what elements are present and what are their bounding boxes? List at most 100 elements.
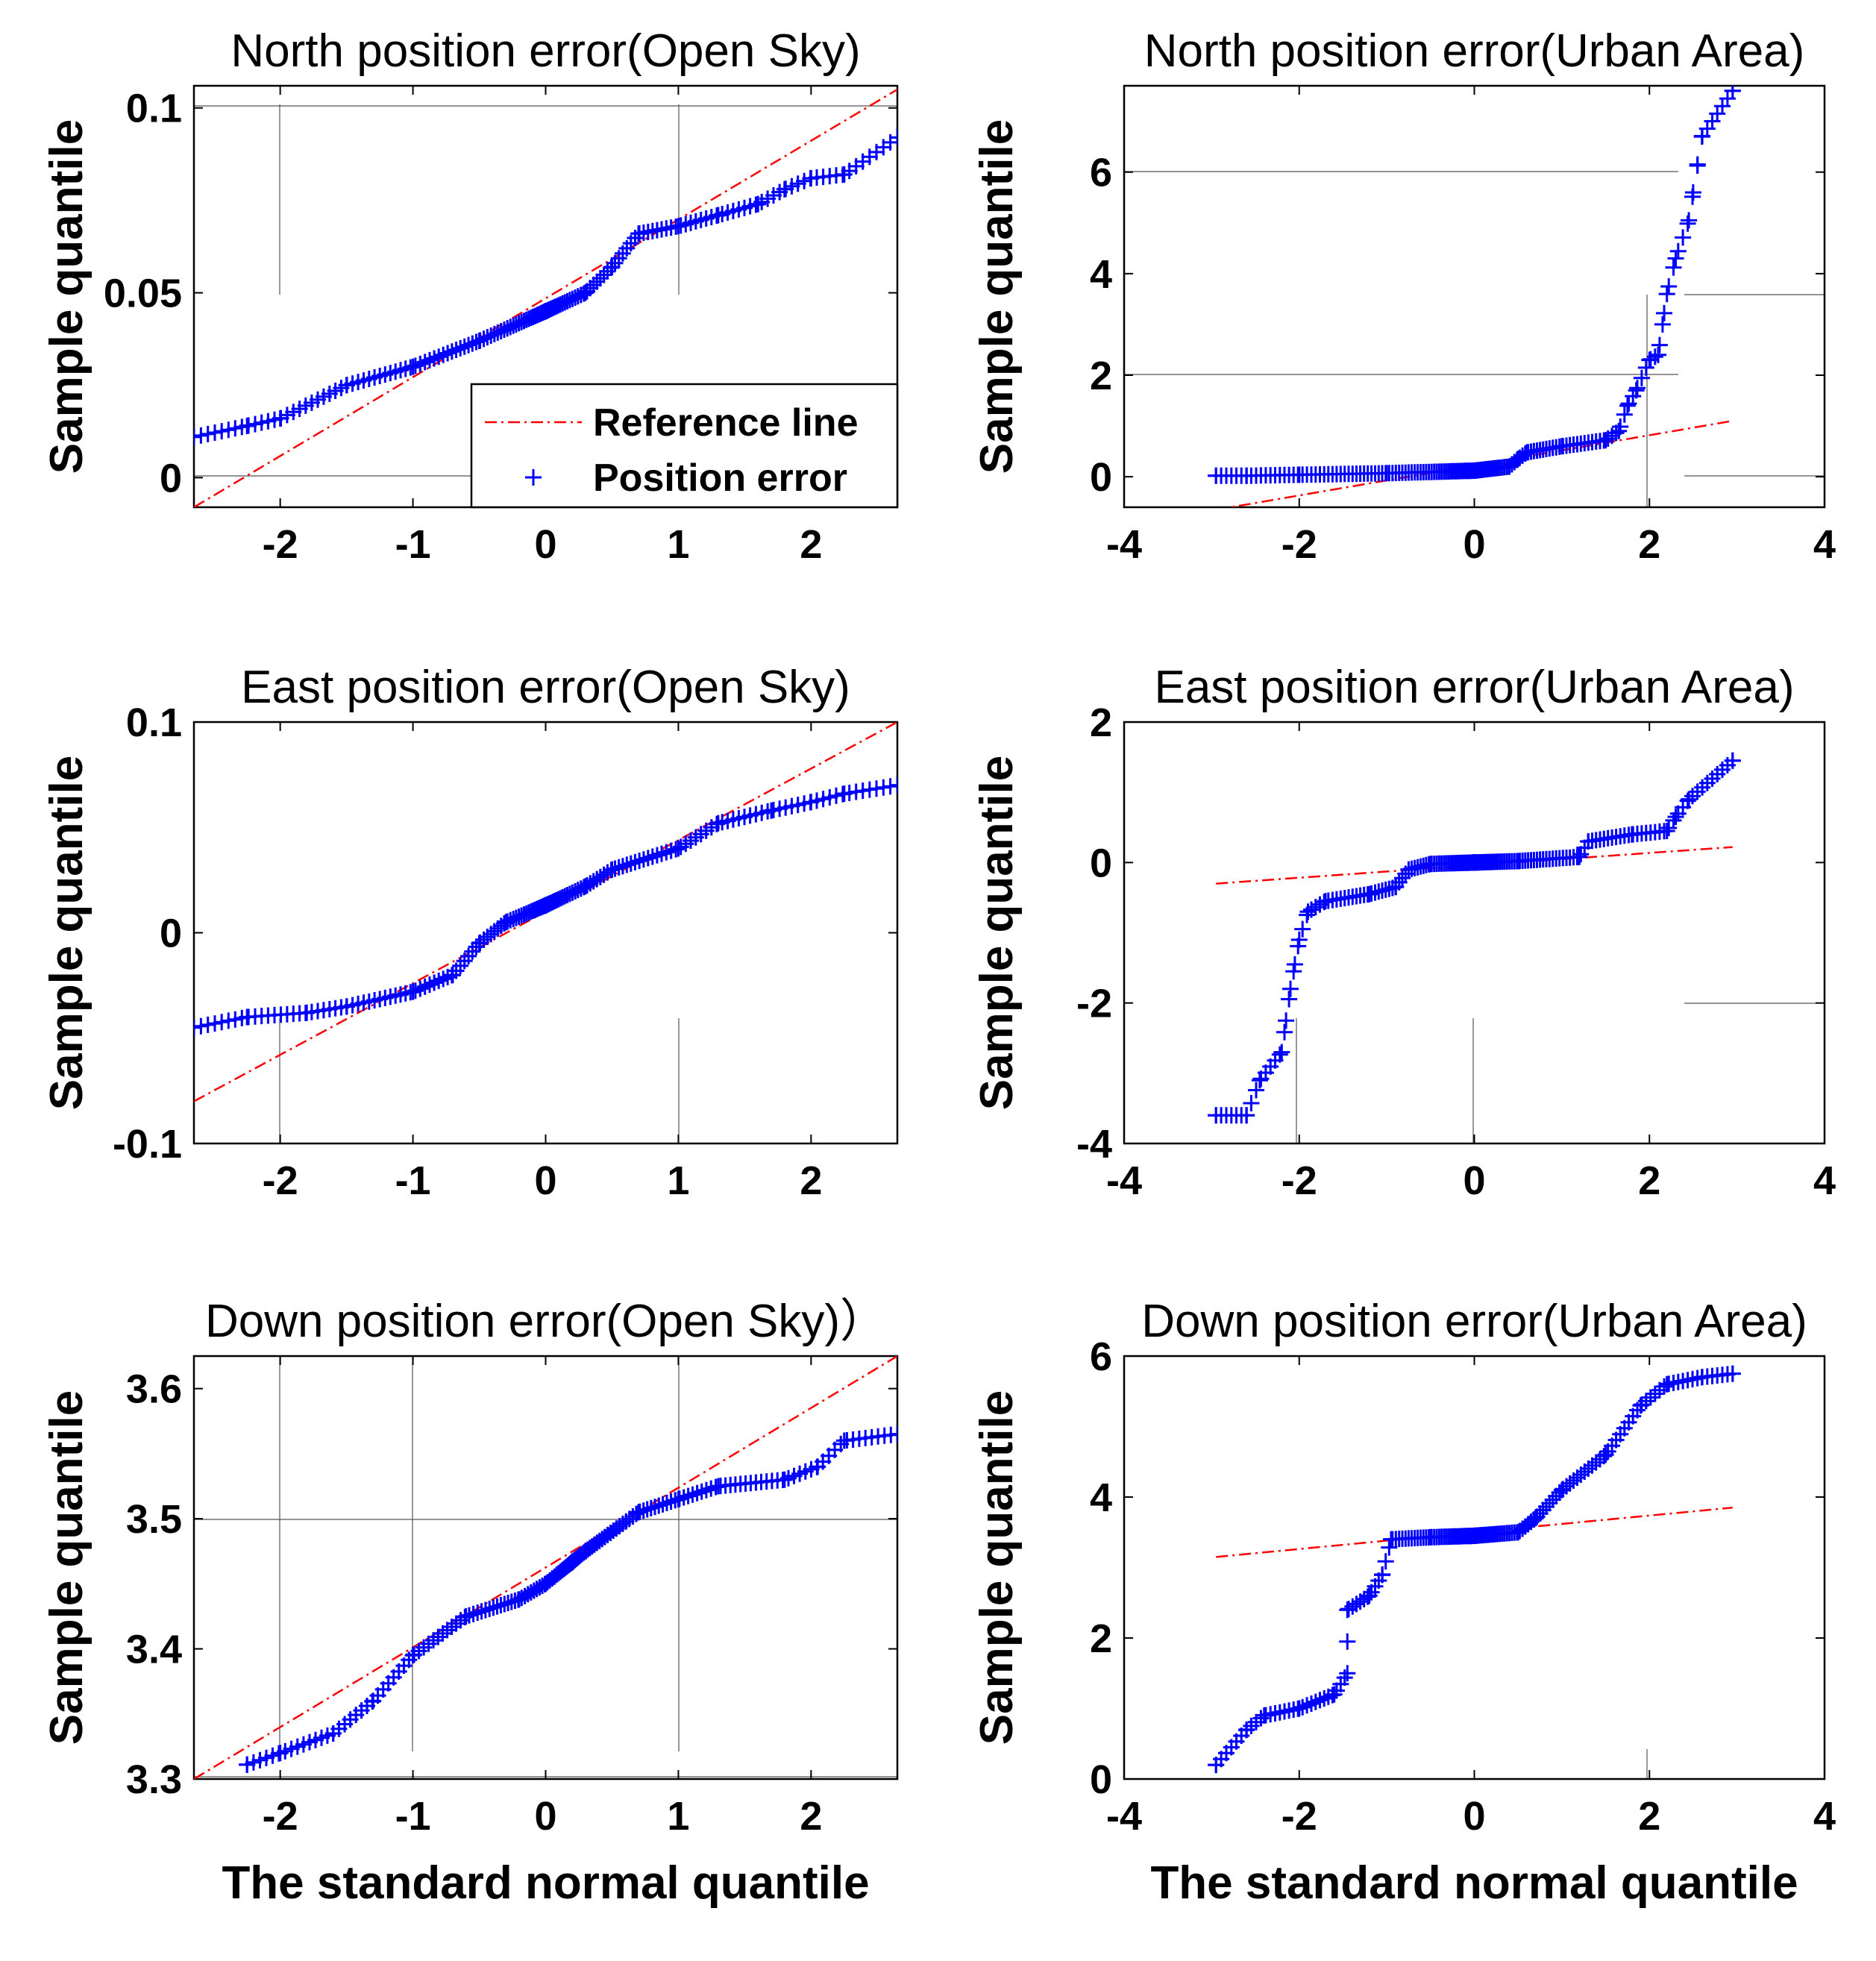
- axes-box: [192, 721, 899, 1145]
- x-tick-label: 1: [667, 522, 689, 567]
- panel-title: East position error(Urban Area): [1154, 662, 1794, 713]
- y-tick-label: -2: [1076, 982, 1112, 1026]
- sample-point: [606, 860, 624, 877]
- sample-point: [1286, 956, 1303, 973]
- x-tick-label: 2: [800, 1794, 822, 1839]
- grid-lines: [194, 104, 897, 477]
- sample-point: [1633, 369, 1650, 386]
- x-tick-label: 0: [1463, 522, 1485, 567]
- sample-point: [240, 417, 257, 434]
- x-tick-label: 0: [534, 522, 556, 567]
- x-tick-label: -2: [263, 1794, 298, 1839]
- panel-4: -4 -2 0 2 4 -4 -2 0 2 East position error(Urban A…: [971, 662, 1836, 1203]
- sample-point: [1381, 1539, 1398, 1556]
- sample-point: [1625, 388, 1642, 405]
- y-tick-label: -4: [1076, 1122, 1112, 1167]
- x-tick-label: 1: [667, 1794, 689, 1839]
- sample-point: [1294, 920, 1311, 938]
- sample-point: [1320, 1688, 1337, 1705]
- sample-point: [1667, 809, 1684, 826]
- sample-point: [1316, 1690, 1333, 1707]
- y-tick-label: 4: [1090, 252, 1112, 297]
- sample-points: [194, 776, 897, 1036]
- sample-point: [1620, 395, 1637, 412]
- x-tick-label: -1: [395, 522, 431, 567]
- y-tick-label: 0: [1090, 455, 1112, 500]
- x-tick-label: 2: [800, 522, 822, 567]
- sample-point: [220, 1012, 237, 1029]
- sample-point: [1307, 899, 1324, 916]
- sample-point: [595, 266, 612, 283]
- legend-box: [470, 383, 899, 509]
- y-tick-label: 2: [1090, 1616, 1112, 1661]
- sample-point: [639, 850, 656, 867]
- x-tick-label: -1: [395, 1794, 431, 1839]
- sample-point: [1339, 1665, 1356, 1682]
- x-tick-label: -4: [1106, 1158, 1142, 1203]
- reference-line: [194, 1356, 897, 1779]
- sample-point: [1311, 896, 1328, 913]
- x-tick-label: 2: [1638, 1158, 1660, 1203]
- sample-point: [439, 345, 457, 362]
- x-tick-label: -2: [1281, 522, 1317, 567]
- sample-points: [1208, 1365, 1741, 1774]
- sample-point: [1303, 901, 1320, 918]
- y-tick-label: 0: [1090, 841, 1112, 885]
- sample-point: [1646, 348, 1663, 365]
- y-axis-label: Sample quantile: [41, 756, 92, 1110]
- panel-6: -4 -2 0 2 4 0 2 4 6 Down position error(Urban Are…: [971, 1296, 1836, 1909]
- panel-title: North position error(Urban Area): [1144, 25, 1805, 77]
- legend-point-marker: [525, 469, 542, 486]
- sample-points: [1208, 86, 1741, 484]
- sample-point: [622, 855, 639, 872]
- sample-point: [1604, 427, 1621, 445]
- sample-point: [213, 1014, 230, 1031]
- sample-point: [1658, 286, 1675, 303]
- sample-point: [461, 1607, 477, 1624]
- sample-point: [486, 325, 503, 342]
- y-tick-label: 6: [1090, 151, 1112, 195]
- sample-point: [194, 427, 210, 444]
- sample-point: [1642, 1389, 1659, 1406]
- x-tick-label: -1: [395, 1158, 431, 1203]
- sample-point: [1724, 1365, 1741, 1382]
- y-axis-label: Sample quantile: [971, 756, 1023, 1110]
- y-tick-label: 0: [1090, 1757, 1112, 1802]
- sample-point: [1642, 351, 1659, 368]
- sample-point: [671, 1490, 688, 1507]
- sample-point: [464, 335, 481, 352]
- legend: Reference line Position error: [470, 383, 899, 509]
- y-tick-label: -0.1: [113, 1122, 182, 1167]
- sample-point: [227, 420, 244, 437]
- sample-point: [1654, 316, 1671, 333]
- sample-point: [194, 428, 202, 445]
- sample-point: [1675, 229, 1692, 246]
- sample-point: [1316, 894, 1333, 911]
- sample-point: [635, 1502, 652, 1519]
- sample-point: [1307, 1693, 1324, 1710]
- sample-point: [1667, 250, 1684, 267]
- sample-point: [1285, 963, 1302, 980]
- sample-point: [1377, 1553, 1394, 1570]
- panel-2: -4 -2 0 2 4 0 2 4 6 North position error(Urban Ar…: [971, 25, 1836, 567]
- sample-point: [688, 1484, 706, 1502]
- sample-point: [1684, 184, 1701, 201]
- sample-point: [439, 968, 457, 985]
- panel-5: -2 -1 0 1 2 3.3 3.4 3.5 3.6 Down position error(O…: [41, 1296, 899, 1909]
- sample-point: [610, 859, 627, 876]
- y-tick-label: 0: [160, 912, 182, 956]
- x-tick-label: 4: [1813, 522, 1836, 567]
- x-tick-label: -2: [1281, 1794, 1317, 1839]
- sample-point: [460, 336, 477, 354]
- legend-points-swatch: [525, 469, 542, 486]
- sample-point: [1374, 1566, 1390, 1584]
- y-tick-label: 6: [1090, 1334, 1112, 1379]
- sample-point: [1541, 1495, 1558, 1512]
- sample-point: [1569, 849, 1586, 865]
- sample-point: [1548, 1487, 1565, 1505]
- sample-point: [194, 1017, 210, 1035]
- y-axis-label: Sample quantile: [971, 1390, 1023, 1745]
- y-tick-label: 4: [1090, 1475, 1112, 1520]
- x-tick-label: 4: [1813, 1158, 1836, 1203]
